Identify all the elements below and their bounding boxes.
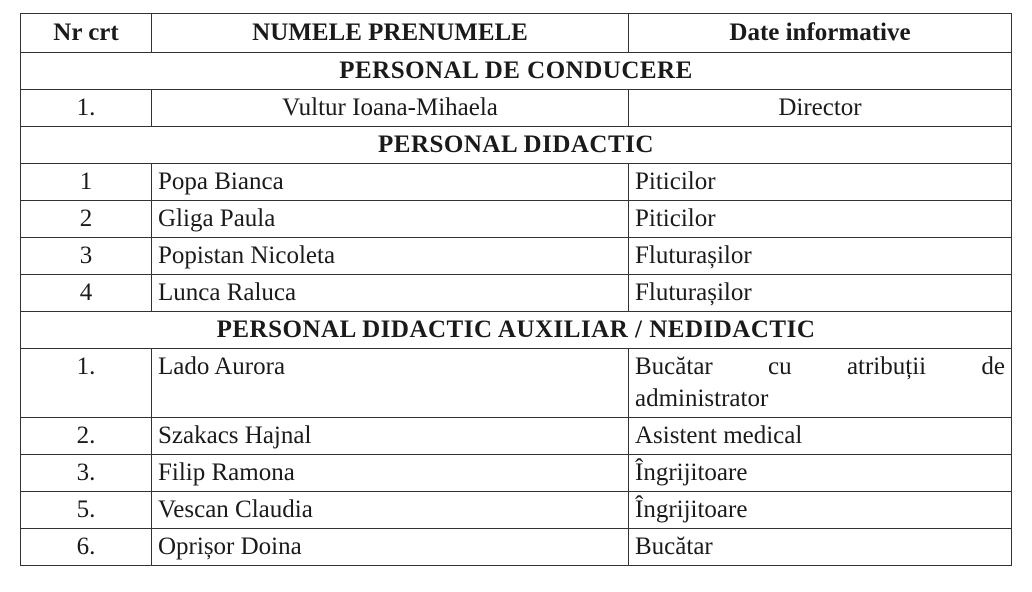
info-cell: Fluturașilor <box>628 274 1012 312</box>
header-name: NUMELE PRENUMELE <box>151 13 629 53</box>
info-line: Bucătar cu atribuții de <box>635 353 1005 380</box>
header-nr: Nr crt <box>20 13 152 53</box>
nr-cell: 1 <box>20 163 152 201</box>
section-row: PERSONAL DIDACTIC AUXILIAR / NEDIDACTIC <box>20 311 1012 349</box>
info-cell: Îngrijitoare <box>628 454 1012 492</box>
info-cell: Asistent medical <box>628 417 1012 455</box>
table-row: 3 Popistan Nicoleta Fluturașilor <box>20 237 1012 275</box>
nr-cell: 2 <box>20 200 152 238</box>
name-cell: Popistan Nicoleta <box>151 237 629 275</box>
name-cell: Lunca Raluca <box>151 274 629 312</box>
info-cell: Piticilor <box>628 163 1012 201</box>
nr-cell: 1. <box>20 89 152 127</box>
nr-cell: 6. <box>20 528 152 566</box>
nr-cell: 1. <box>20 348 152 418</box>
name-cell: Vescan Claudia <box>151 491 629 529</box>
table-row: 1 Popa Bianca Piticilor <box>20 163 1012 201</box>
name-cell: Gliga Paula <box>151 200 629 238</box>
nr-cell: 3. <box>20 454 152 492</box>
name-cell: Popa Bianca <box>151 163 629 201</box>
staff-table: Nr crt NUMELE PRENUMELE Date informative… <box>20 13 1012 566</box>
header-info: Date informative <box>628 13 1012 53</box>
info-cell: Bucătar cu atribuții de administrator <box>628 348 1012 418</box>
name-cell: Filip Ramona <box>151 454 629 492</box>
table-row: 3. Filip Ramona Îngrijitoare <box>20 454 1012 492</box>
info-cell: Îngrijitoare <box>628 491 1012 529</box>
section-title: PERSONAL DE CONDUCERE <box>20 52 1012 90</box>
table-row: 2. Szakacs Hajnal Asistent medical <box>20 417 1012 455</box>
table-row: 1. Lado Aurora Bucătar cu atribuții de admi… <box>20 348 1012 418</box>
name-cell: Oprișor Doina <box>151 528 629 566</box>
table-row: 2 Gliga Paula Piticilor <box>20 200 1012 238</box>
section-row: PERSONAL DIDACTIC <box>20 126 1012 164</box>
table-row: 5. Vescan Claudia Îngrijitoare <box>20 491 1012 529</box>
table-row: 4 Lunca Raluca Fluturașilor <box>20 274 1012 312</box>
nr-cell: 4 <box>20 274 152 312</box>
info-cell: Director <box>628 89 1012 127</box>
nr-cell: 5. <box>20 491 152 529</box>
table-row: 1. Vultur Ioana-Mihaela Director <box>20 89 1012 127</box>
table-row: 6. Oprișor Doina Bucătar <box>20 528 1012 566</box>
name-cell: Szakacs Hajnal <box>151 417 629 455</box>
name-cell: Lado Aurora <box>151 348 629 418</box>
name-cell: Vultur Ioana-Mihaela <box>151 89 629 127</box>
section-title: PERSONAL DIDACTIC AUXILIAR / NEDIDACTIC <box>20 311 1012 349</box>
nr-cell: 3 <box>20 237 152 275</box>
header-row: Nr crt NUMELE PRENUMELE Date informative <box>20 13 1012 53</box>
nr-cell: 2. <box>20 417 152 455</box>
section-row: PERSONAL DE CONDUCERE <box>20 52 1012 90</box>
info-cell: Piticilor <box>628 200 1012 238</box>
info-cell: Fluturașilor <box>628 237 1012 275</box>
info-cell: Bucătar <box>628 528 1012 566</box>
section-title: PERSONAL DIDACTIC <box>20 126 1012 164</box>
info-line: administrator <box>635 385 769 412</box>
